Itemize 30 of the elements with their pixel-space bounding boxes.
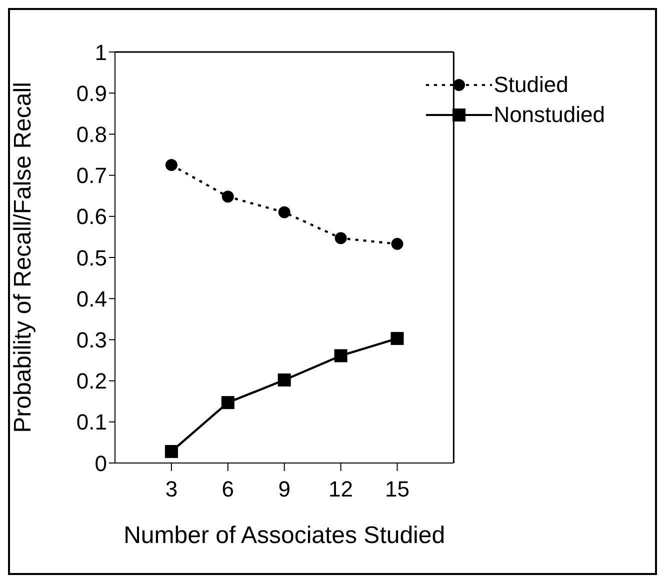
- y-tick-label: 0.6: [76, 204, 107, 230]
- point: [334, 349, 348, 362]
- y-tick-label: 1: [94, 40, 107, 65]
- point: [221, 396, 234, 410]
- y-tick-label: 0.3: [76, 328, 107, 353]
- x-axis-title: Number of Associates Studied: [124, 522, 446, 549]
- point: [222, 190, 234, 203]
- x-tick-label: 12: [328, 476, 354, 502]
- point: [165, 159, 178, 172]
- x-tick-label: 15: [384, 476, 410, 502]
- y-tick-label: 0.5: [76, 245, 107, 270]
- point: [278, 373, 291, 386]
- y-tick-label: 0.8: [76, 122, 107, 148]
- y-tick-label: 0.4: [76, 286, 107, 312]
- y-tick-label: 0.9: [76, 80, 107, 106]
- y-axis-title: Probability of Recall/False Recall: [10, 82, 37, 433]
- point: [390, 332, 404, 345]
- y-tick-label: 0: [94, 450, 107, 476]
- legend-label: Studied: [494, 72, 568, 98]
- point: [278, 206, 290, 218]
- y-tick-label: 0.1: [76, 410, 107, 435]
- legend-label: Nonstudied: [494, 102, 605, 128]
- point: [164, 444, 178, 458]
- point: [391, 238, 404, 250]
- x-tick-label: 6: [222, 476, 234, 502]
- x-tick-label: 9: [278, 476, 290, 502]
- y-tick-label: 0.7: [76, 163, 107, 188]
- x-tick-label: 3: [165, 476, 178, 502]
- point: [334, 232, 347, 244]
- y-tick-label: 0.2: [76, 368, 107, 394]
